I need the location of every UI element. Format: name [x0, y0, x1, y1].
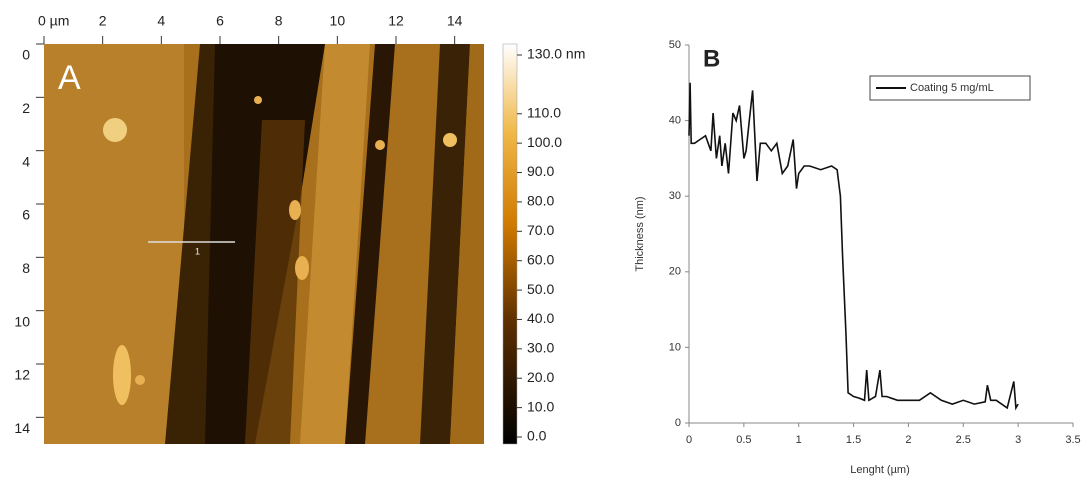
y-tick-label: 10: [669, 341, 681, 353]
y-tick-label: 4: [22, 153, 30, 169]
data-line: [688, 82, 1019, 411]
colorbar-tick-label: 90.0: [527, 163, 554, 179]
y-tick-label: 0: [675, 417, 681, 429]
y-tick-label: 2: [22, 100, 30, 116]
colorbar: [502, 43, 518, 445]
colorbar-tick-label: 40.0: [527, 310, 554, 326]
colorbar-tick-label: 70.0: [527, 222, 554, 238]
colorbar-tick-label: 130.0 nm: [527, 46, 585, 62]
x-tick-label: 0: [686, 434, 692, 446]
x-axis-label: Lenght (µm): [850, 464, 910, 476]
colorbar-tick-label: 100.0: [527, 134, 562, 150]
x-tick-label: 6: [216, 13, 224, 29]
colorbar-tick-label: 0.0: [527, 428, 547, 444]
x-tick-label: 3: [1015, 434, 1021, 446]
x-tick-label: 3.5: [1065, 434, 1080, 446]
colorbar-tick-label: 50.0: [527, 281, 554, 297]
y-tick-label: 10: [14, 313, 30, 329]
y-tick-label: 8: [22, 260, 30, 276]
x-tick-label: 2: [905, 434, 911, 446]
x-tick-label: 0 µm: [38, 13, 69, 29]
x-tick-label: 4: [157, 13, 165, 29]
y-tick-label: 30: [669, 190, 681, 202]
afm-image: [44, 44, 484, 444]
y-tick-label: 12: [14, 367, 30, 383]
colorbar-tick-label: 110.0: [527, 104, 561, 120]
x-tick-label: 14: [447, 13, 463, 29]
x-tick-label: 1.5: [846, 434, 861, 446]
y-axis-label: Thickness (nm): [634, 196, 646, 271]
colorbar-tick-label: 20.0: [527, 369, 554, 385]
y-tick-label: 20: [669, 266, 681, 278]
annotation: 1: [195, 246, 200, 256]
panel-label: B: [703, 45, 720, 72]
y-tick-label: 50: [669, 39, 681, 51]
y-tick-label: 6: [22, 207, 30, 223]
colorbar-tick-label: 10.0: [527, 398, 554, 414]
y-tick-label: 0: [22, 47, 30, 63]
x-tick-label: 0.5: [736, 434, 751, 446]
x-tick-label: 8: [275, 13, 283, 29]
colorbar-tick-label: 80.0: [527, 193, 554, 209]
x-tick-label: 1: [796, 434, 802, 446]
colorbar-tick-label: 30.0: [527, 340, 554, 356]
x-tick-label: 2: [99, 13, 107, 29]
colorbar-tick-label: 60.0: [527, 251, 554, 267]
x-tick-label: 12: [388, 13, 404, 29]
panel-label: A: [58, 59, 81, 97]
legend-label: Coating 5 mg/mL: [910, 82, 994, 94]
x-tick-label: 2.5: [956, 434, 971, 446]
y-tick-label: 40: [669, 115, 681, 127]
y-tick-label: 14: [14, 420, 30, 436]
x-tick-label: 10: [330, 13, 346, 29]
